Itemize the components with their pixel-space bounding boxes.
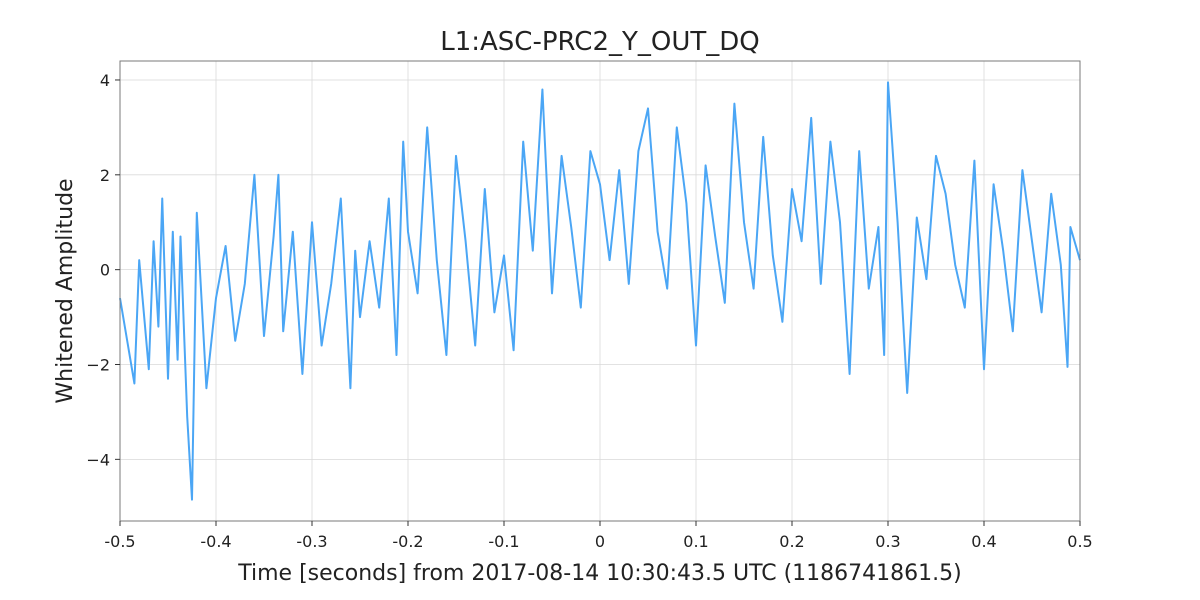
y-tick-label: −4 xyxy=(86,450,110,469)
x-tick-label: 0.1 xyxy=(683,532,708,551)
y-tick-label: 4 xyxy=(100,71,110,90)
x-tick-label: -0.2 xyxy=(392,532,423,551)
x-tick-label: 0.4 xyxy=(971,532,996,551)
y-axis-label: Whitened Amplitude xyxy=(53,178,78,403)
y-tick-label: −2 xyxy=(86,356,110,375)
x-tick-label: -0.4 xyxy=(200,532,231,551)
y-axis-ticks: −4 −2 0 2 4 xyxy=(86,71,120,469)
x-tick-label: 0.2 xyxy=(779,532,804,551)
chart-title: L1:ASC-PRC2_Y_OUT_DQ xyxy=(440,27,760,57)
x-tick-label: -0.3 xyxy=(296,532,327,551)
x-axis-label: Time [seconds] from 2017-08-14 10:30:43.… xyxy=(237,561,961,586)
y-tick-label: 0 xyxy=(100,261,110,280)
x-tick-label: -0.1 xyxy=(488,532,519,551)
x-tick-label: 0 xyxy=(595,532,605,551)
series-line xyxy=(119,81,1081,501)
x-tick-label: 0.5 xyxy=(1067,532,1092,551)
x-tick-label: -0.5 xyxy=(104,532,135,551)
x-axis-ticks: -0.5 -0.4 -0.3 -0.2 -0.1 0 0.1 0.2 0.3 0.4 0.5 xyxy=(104,521,1093,551)
series-layer xyxy=(119,81,1081,501)
x-tick-label: 0.3 xyxy=(875,532,900,551)
y-tick-label: 2 xyxy=(100,166,110,185)
